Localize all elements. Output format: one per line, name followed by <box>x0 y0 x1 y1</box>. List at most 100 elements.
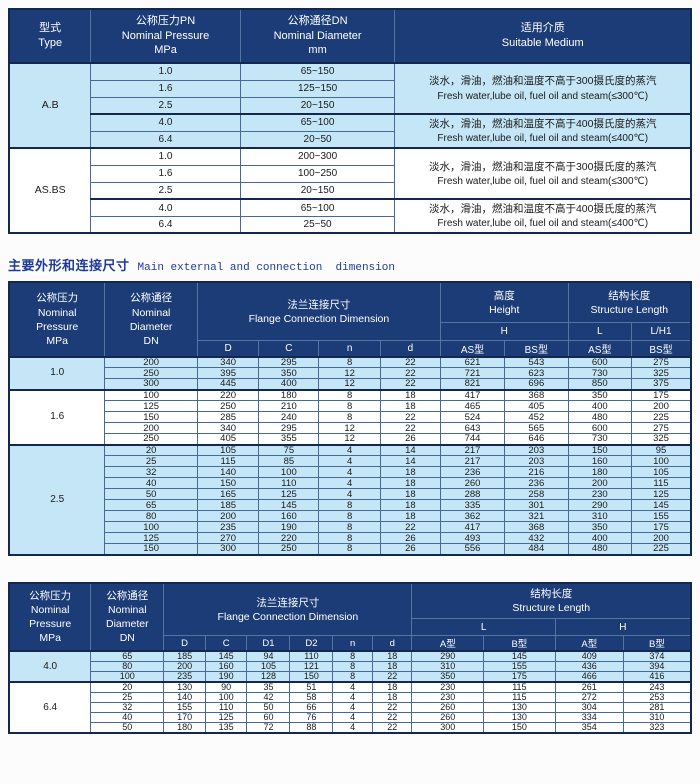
cell: 110 <box>204 702 248 714</box>
header-nominal-diameter: 公称通径DN Nominal Diameter mm <box>239 8 396 64</box>
cell: 22 <box>379 411 441 424</box>
cell: 125 <box>104 532 198 545</box>
cell: 600 <box>567 355 633 369</box>
cell: 1.0 <box>90 62 241 81</box>
cell: 368 <box>504 388 569 402</box>
cell: 58 <box>289 692 334 704</box>
medium-text-en: Fresh water,lube oil, fuel oil and steam… <box>437 175 649 187</box>
cell: 20~150 <box>239 181 396 200</box>
header-h: H <box>554 618 692 637</box>
table-row: 40 150 110 4 18 260 236 200 115 <box>9 477 692 490</box>
cell: 321 <box>504 510 569 523</box>
cell: 105 <box>196 443 260 457</box>
cell: 394 <box>622 661 692 673</box>
cell: 75 <box>258 443 320 457</box>
header-col-as-type-h: AS型 <box>439 339 506 358</box>
dimension-table-a-b-body: 4.0 65 185 145 94 110 8 18 290 145 409 374 80 200 160 1… <box>8 650 692 734</box>
header-col-d1: D1 <box>246 635 291 652</box>
cell: 4 <box>318 488 381 501</box>
cell: 22 <box>371 712 413 724</box>
header-type: 型式 Type <box>8 8 92 64</box>
cell: 304 <box>554 702 624 714</box>
cell: 395 <box>196 367 260 380</box>
table-row: 125 250 210 8 18 465 405 400 200 <box>9 400 692 413</box>
header-col-d2: D2 <box>289 635 334 652</box>
cell: 40 <box>90 712 165 724</box>
cell: 480 <box>567 543 633 556</box>
cell: 150 <box>104 411 198 424</box>
cell: 22 <box>379 422 441 435</box>
cell: 72 <box>246 722 291 734</box>
table-row: 40 170 125 60 76 4 22 260 130 334 310 <box>9 712 692 724</box>
table-row: 125 270 220 8 26 493 432 400 200 <box>9 532 692 545</box>
pressure-group-label: 6.4 <box>8 681 92 734</box>
table-row: 1.6 100~250 <box>9 164 691 183</box>
cell: 60 <box>246 712 291 724</box>
cell: 14 <box>379 455 441 468</box>
cell: 217 <box>439 443 506 457</box>
cell: 65 <box>90 650 165 663</box>
cell: 821 <box>439 378 506 391</box>
cell: 65 <box>104 499 198 512</box>
table-row: 80 200 160 105 121 8 18 310 155 436 394 <box>9 661 692 673</box>
pressure-group-label: 4.0 <box>8 650 92 683</box>
cell: 12 <box>318 367 381 380</box>
table-row: 150 285 240 8 22 524 452 480 225 <box>9 411 692 424</box>
cell: 155 <box>631 510 692 523</box>
section-title-en: Main external and connection dimension <box>137 262 395 275</box>
cell: 250 <box>258 543 320 556</box>
cell: 100 <box>631 455 692 468</box>
cell: 185 <box>163 650 206 663</box>
table-row: 1.6 125~150 <box>9 79 691 98</box>
header-row: L H <box>9 618 692 637</box>
cell: 260 <box>439 477 506 490</box>
cell: 12 <box>318 422 381 435</box>
cell: 175 <box>631 388 692 402</box>
cell: 200 <box>104 355 198 369</box>
cell: 260 <box>411 702 485 714</box>
cell: 405 <box>504 400 569 413</box>
cell: 285 <box>196 411 260 424</box>
table-row: 250 395 350 12 22 721 623 730 325 <box>9 367 692 380</box>
cell: 125 <box>204 712 248 724</box>
cell: 300 <box>196 543 260 556</box>
cell: 100~250 <box>239 164 396 183</box>
cell: 350 <box>411 671 485 683</box>
cell: 200 <box>631 400 692 413</box>
cell: 409 <box>554 650 624 663</box>
cell: 145 <box>483 650 556 663</box>
cell: 125 <box>104 400 198 413</box>
header-col-a-type-l: A型 <box>411 635 485 652</box>
cell: 217 <box>439 455 506 468</box>
header-col-bs-type-l: BS型 <box>631 339 692 358</box>
table-row: 100 235 190 128 150 8 22 350 175 466 416 <box>9 671 692 683</box>
cell: 125 <box>631 488 692 501</box>
table-row: 4.0 65~100 淡水，滑油，燃油和温度不高于400摄氏度的蒸汽 Fresh wa… <box>9 198 692 234</box>
cell: 4 <box>318 466 381 479</box>
cell: 18 <box>371 661 413 673</box>
cell: 100 <box>104 388 198 402</box>
header-h: H <box>439 321 569 341</box>
cell: 145 <box>204 650 248 663</box>
cell: 125~150 <box>239 79 396 98</box>
table-row: 100 235 190 8 22 417 368 350 175 <box>9 521 692 534</box>
cell: 150 <box>567 443 633 457</box>
header-structure-length: 结构长度 Structure Length <box>411 582 692 620</box>
cell: 850 <box>567 378 633 391</box>
table-row: 1.6 100 220 180 8 18 417 368 350 175 <box>8 388 692 446</box>
cell: 465 <box>439 400 506 413</box>
cell: 115 <box>196 455 260 468</box>
cell: 8 <box>318 411 381 424</box>
cell: 4 <box>332 722 373 734</box>
header-col-bs-type-h: BS型 <box>504 339 569 358</box>
cell: 150 <box>104 543 198 556</box>
cell: 94 <box>246 650 291 663</box>
cell: 105 <box>631 466 692 479</box>
cell: 150 <box>483 722 556 734</box>
cell: 225 <box>631 543 692 556</box>
cell: 240 <box>258 411 320 424</box>
table-row: 50 165 125 4 18 288 258 230 125 <box>9 488 692 501</box>
cell: 100 <box>204 692 248 704</box>
header-nominal-pressure: 公称压力 Nominal Pressure MPa <box>8 582 92 652</box>
cell: 18 <box>379 510 441 523</box>
